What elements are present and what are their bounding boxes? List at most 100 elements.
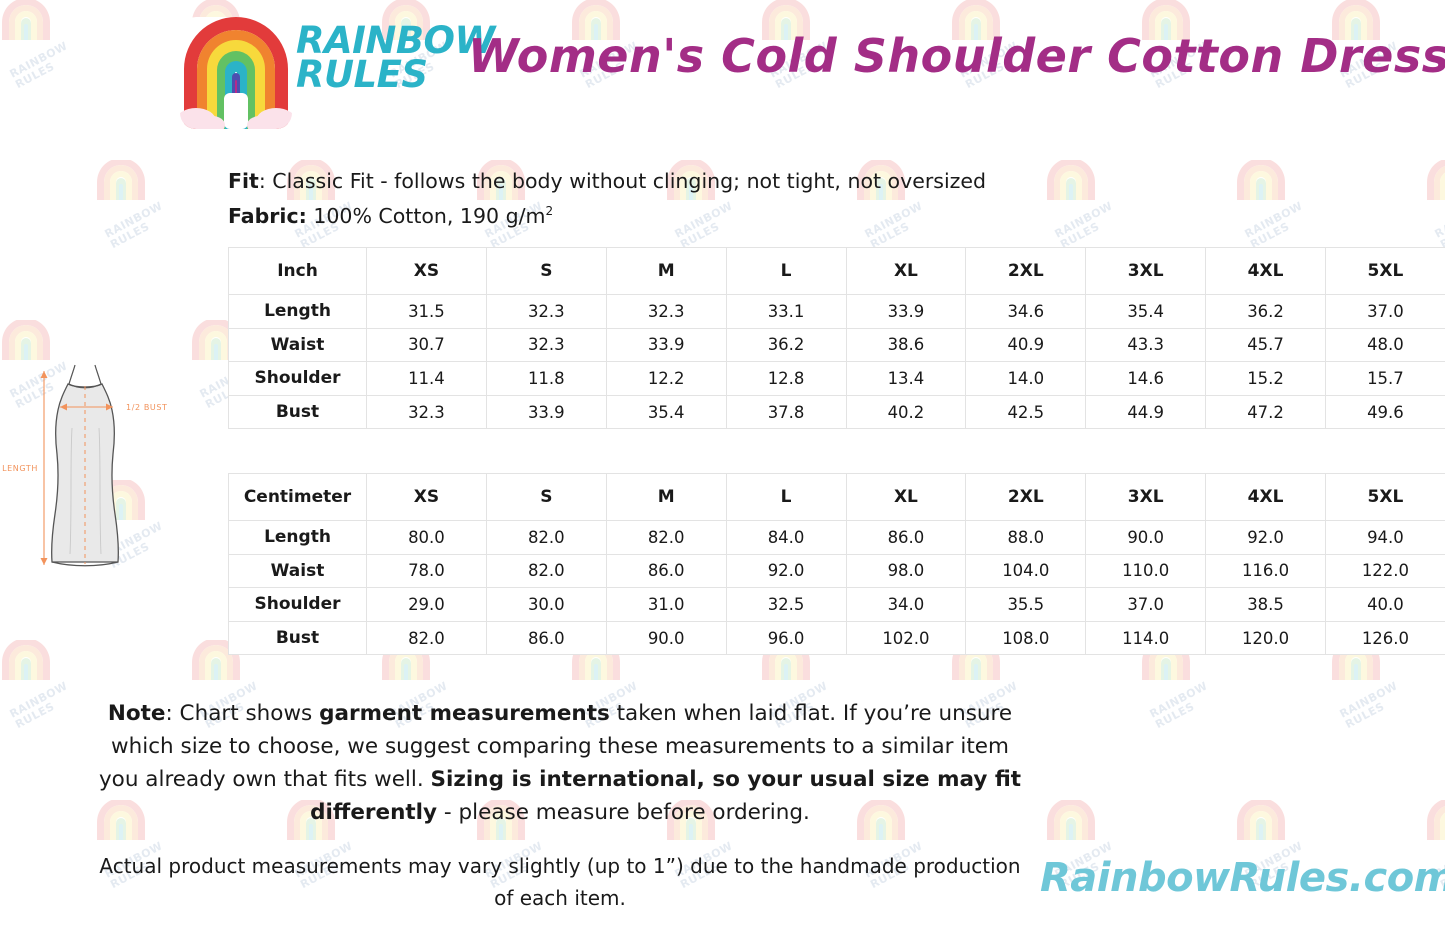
watermark-text: RAINBOW RULES <box>1242 199 1305 252</box>
cell-length-4xl: 92.0 <box>1205 520 1326 555</box>
cell-waist-3xl: 110.0 <box>1085 553 1207 589</box>
table-row: Bust 32.3 33.9 35.4 37.8 40.2 42.5 44.9 … <box>228 394 1445 430</box>
cell-bust-5xl: 49.6 <box>1325 394 1445 430</box>
cell-waist-2xl: 104.0 <box>965 553 1087 589</box>
unit-header-inch: Inch <box>228 247 367 295</box>
brand-wordmark: RAINBOW RULES <box>296 22 495 93</box>
cell-shoulder-3xl: 14.6 <box>1085 361 1207 396</box>
sizing-note: Note: Chart shows garment measurements t… <box>95 697 1025 829</box>
spec-row-fabric: Fabric: 100% Cotton, 190 g/m2 <box>228 196 986 231</box>
row-label-shoulder: Shoulder <box>228 361 367 396</box>
cell-waist-xl: 98.0 <box>845 553 967 589</box>
cell-shoulder-m: 12.2 <box>605 361 727 396</box>
cell-length-5xl: 94.0 <box>1325 520 1445 555</box>
size-header-4xl: 4XL <box>1205 247 1326 295</box>
cell-length-3xl: 90.0 <box>1085 520 1207 555</box>
cell-waist-xs: 30.7 <box>366 327 487 363</box>
table-row: Length 31.5 32.3 32.3 33.1 33.9 34.6 35.… <box>228 294 1445 329</box>
cell-shoulder-l: 32.5 <box>725 587 847 622</box>
fabric-unit-exponent: 2 <box>545 204 554 218</box>
cell-shoulder-xl: 34.0 <box>845 587 967 622</box>
cell-bust-l: 37.8 <box>725 394 847 430</box>
page-title: Women's Cold Shoulder Cotton Dress <box>468 29 1445 83</box>
cell-bust-4xl: 47.2 <box>1205 394 1326 430</box>
cell-bust-3xl: 114.0 <box>1085 620 1207 656</box>
table-cm-body: Length 80.0 82.0 82.0 84.0 86.0 88.0 90.… <box>228 520 1445 656</box>
watermark-rainbow-logo-icon <box>1235 158 1287 200</box>
size-header-s: S <box>485 247 607 295</box>
watermark-rainbow-logo-icon <box>1425 798 1445 840</box>
cell-bust-2xl: 42.5 <box>965 394 1087 430</box>
cell-length-xl: 33.9 <box>845 294 967 329</box>
cell-length-l: 84.0 <box>725 520 847 555</box>
watermark-text: RAINBOW RULES <box>102 199 165 252</box>
size-header-m: M <box>605 473 727 521</box>
cell-waist-m: 86.0 <box>605 553 727 589</box>
cell-length-l: 33.1 <box>725 294 847 329</box>
cell-waist-5xl: 48.0 <box>1325 327 1445 363</box>
row-label-bust: Bust <box>228 394 367 430</box>
size-header-l: L <box>725 247 847 295</box>
cell-waist-l: 36.2 <box>725 327 847 363</box>
table-inch-head: Inch XS S M L XL 2XL 3XL 4XL 5XL <box>228 247 1445 295</box>
note-segment-3: - please measure before ordering. <box>437 800 810 825</box>
watermark-rainbow-logo-icon <box>1045 158 1097 200</box>
row-label-bust: Bust <box>228 620 367 656</box>
size-header-3xl: 3XL <box>1085 473 1207 521</box>
note-segment-1: : Chart shows <box>165 701 320 726</box>
cell-waist-4xl: 45.7 <box>1205 327 1326 363</box>
watermark-text: RAINBOW RULES <box>1147 679 1210 732</box>
watermark-text: RAINBOW RULES <box>1432 199 1445 252</box>
fit-label: Fit <box>228 169 259 193</box>
cell-waist-2xl: 40.9 <box>965 327 1087 363</box>
size-header-3xl: 3XL <box>1085 247 1207 295</box>
note-bold-sizing-international: Sizing is international, so your usual s… <box>310 767 1022 825</box>
watermark-tile: RAINBOW RULES <box>0 800 95 949</box>
fabric-label: Fabric: <box>228 203 307 228</box>
note-label: Note <box>107 701 166 726</box>
table-inch-body: Length 31.5 32.3 32.3 33.1 33.9 34.6 35.… <box>228 294 1445 430</box>
watermark-rainbow-logo-icon <box>1045 798 1097 840</box>
watermark-rainbow-logo-icon <box>0 318 52 360</box>
cell-waist-s: 82.0 <box>485 553 607 589</box>
cell-length-xs: 31.5 <box>366 294 487 329</box>
cell-length-s: 82.0 <box>485 520 607 555</box>
watermark-tile: RAINBOW RULES <box>0 160 95 320</box>
cell-shoulder-l: 12.8 <box>725 361 847 396</box>
size-header-2xl: 2XL <box>965 473 1087 521</box>
row-label-waist: Waist <box>228 553 367 589</box>
svg-text:1/2 BUST: 1/2 BUST <box>126 403 168 412</box>
table-row: Shoulder 29.0 30.0 31.0 32.5 34.0 35.5 3… <box>228 587 1445 622</box>
site-signature: RainbowRules.com <box>1040 855 1445 901</box>
cell-shoulder-2xl: 14.0 <box>965 361 1087 396</box>
table-row: Shoulder 11.4 11.8 12.2 12.8 13.4 14.0 1… <box>228 361 1445 396</box>
table-row: Waist 30.7 32.3 33.9 36.2 38.6 40.9 43.3… <box>228 327 1445 363</box>
watermark-rainbow-logo-icon <box>0 638 52 680</box>
cell-waist-m: 33.9 <box>605 327 727 363</box>
cell-shoulder-5xl: 15.7 <box>1325 361 1445 396</box>
cell-bust-m: 35.4 <box>605 394 727 430</box>
product-spec-block: Fit: Classic Fit - follows the body with… <box>228 166 986 231</box>
row-label-length: Length <box>228 294 367 329</box>
page-header: RAINBOW RULES Women's Cold Shoulder Cott… <box>0 0 1445 135</box>
cell-bust-3xl: 44.9 <box>1085 394 1207 430</box>
cell-bust-s: 86.0 <box>485 620 607 656</box>
cell-length-2xl: 88.0 <box>965 520 1087 555</box>
note-bold-garment-measurements: garment measurements <box>319 701 610 726</box>
watermark-text: RAINBOW RULES <box>1052 199 1115 252</box>
watermark-text: RAINBOW RULES <box>7 679 70 732</box>
fit-value: Classic Fit - follows the body without c… <box>272 169 987 193</box>
rainbow-logo-icon <box>180 17 292 129</box>
cell-waist-5xl: 122.0 <box>1325 553 1445 589</box>
watermark-rainbow-logo-icon <box>1235 798 1287 840</box>
cell-bust-xl: 40.2 <box>845 394 967 430</box>
cell-length-3xl: 35.4 <box>1085 294 1207 329</box>
note-segment-2: taken when laid flat. If you’re unsure w… <box>98 701 1013 792</box>
cell-waist-l: 92.0 <box>725 553 847 589</box>
svg-text:LENGTH: LENGTH <box>2 464 38 473</box>
cell-waist-s: 32.3 <box>485 327 607 363</box>
fabric-value: 100% Cotton, 190 g/m <box>306 203 546 228</box>
cell-length-s: 32.3 <box>485 294 607 329</box>
cell-waist-3xl: 43.3 <box>1085 327 1207 363</box>
